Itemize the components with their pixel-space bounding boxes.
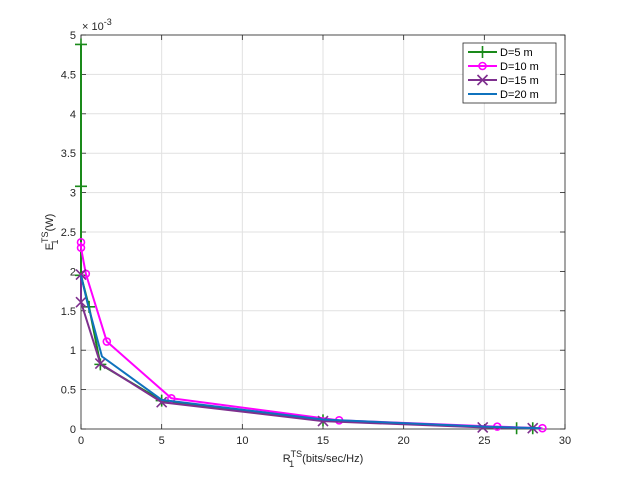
y-tick-label: 1.5 — [61, 306, 76, 318]
series-line — [80, 275, 541, 430]
legend: D=5 m D=10 m D=15 m D=20 m — [462, 42, 557, 104]
y-tick-label: 0.5 — [61, 385, 76, 397]
data-point — [76, 237, 86, 247]
legend-label: D=10 m — [500, 61, 539, 73]
y-tick-label: 5 — [70, 30, 76, 42]
y-tick-label: 0 — [70, 424, 76, 436]
x-tick-label: 30 — [559, 435, 571, 447]
data-point — [75, 180, 87, 193]
data-point — [75, 296, 87, 308]
y-tick-label: 4 — [70, 109, 76, 121]
legend-marker — [476, 74, 489, 86]
data-point — [75, 268, 87, 281]
legend-item: D=20 m — [468, 89, 539, 101]
y-tick-label: 2.5 — [61, 227, 76, 239]
legend-item: D=15 m — [468, 74, 539, 87]
x-axis-label: RTS 1 (bits/sec/Hz) — [283, 449, 364, 469]
legend-item: D=5 m — [468, 46, 533, 59]
legend-label: D=20 m — [500, 89, 539, 101]
data-point — [317, 415, 329, 427]
legend-marker — [478, 61, 487, 71]
x-tick-label: 0 — [78, 435, 84, 447]
x-tick-label: 25 — [478, 435, 490, 447]
data-point — [94, 358, 106, 370]
y-tick-label: 2 — [70, 266, 76, 278]
x-tick-label: 15 — [317, 435, 329, 447]
data-point — [75, 38, 87, 51]
legend-item: D=10 m — [468, 61, 539, 73]
legend-label: D=15 m — [500, 75, 539, 87]
series-4 — [80, 275, 541, 430]
y-tick-label: 4.5 — [61, 69, 76, 81]
y-tick-label: 3 — [70, 188, 76, 200]
y-tick-label: 3.5 — [61, 148, 76, 160]
x-tick-label: 10 — [236, 435, 248, 447]
data-point — [102, 337, 112, 346]
x-tick-label: 5 — [159, 435, 165, 447]
legend-label: D=5 m — [500, 47, 533, 59]
legend-marker — [476, 46, 489, 58]
y-multiplier-label: × 10-3 — [82, 17, 112, 33]
x-tick-label: 20 — [398, 435, 410, 447]
y-tick-label: 1 — [70, 345, 76, 357]
data-point — [156, 396, 168, 408]
data-point — [76, 243, 86, 253]
y-axis-label: ETS1(W) — [40, 214, 60, 251]
